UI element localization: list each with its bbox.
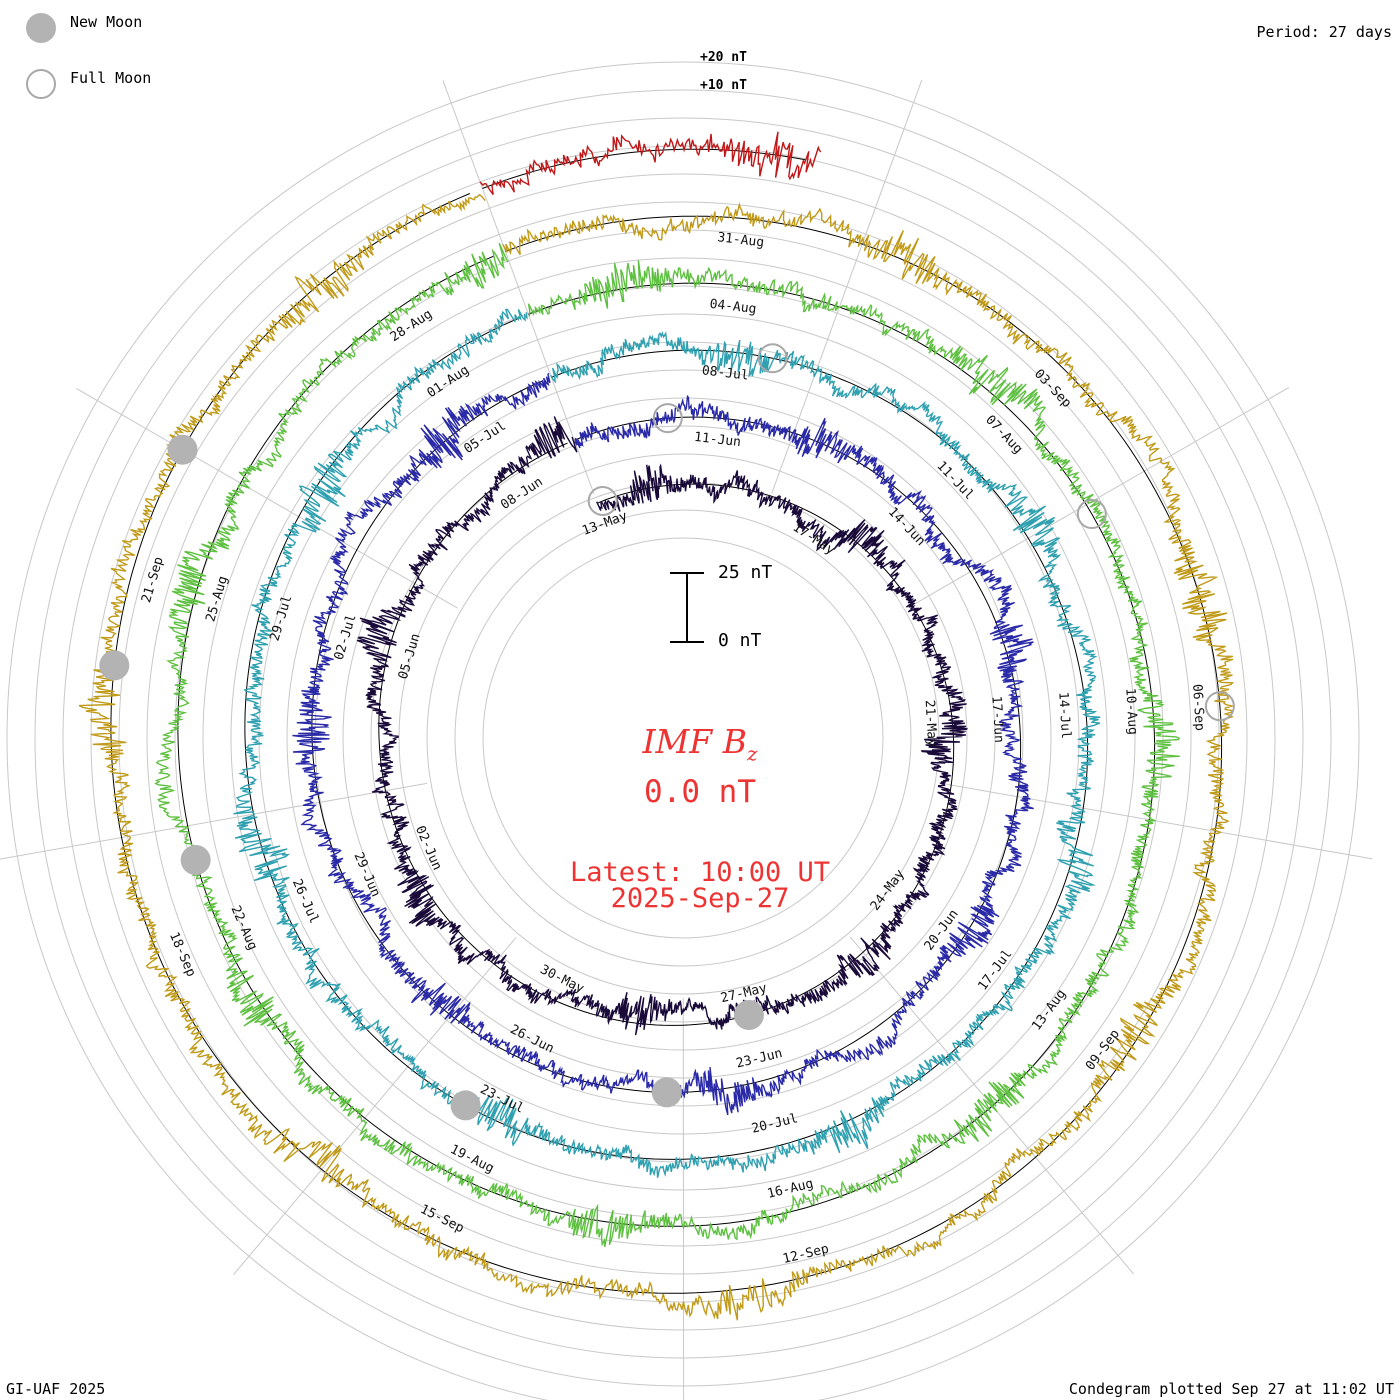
scale-bar [670, 572, 704, 643]
day-spokes [0, 79, 1373, 1400]
period-label: Period: 27 days [1256, 23, 1392, 41]
date-label: 23-Jun [735, 1046, 784, 1071]
latest-date: 2025-Sep-27 [610, 883, 790, 914]
date-label: 05-Jun [396, 632, 424, 681]
day-spoke [442, 80, 595, 494]
full-moon-marker [1076, 499, 1107, 530]
new-moon-marker [167, 434, 198, 465]
grid-ring [454, 509, 912, 967]
series-trace-2 [292, 372, 1034, 1116]
grid-ring [34, 89, 1332, 1387]
date-label: 30-May [538, 962, 587, 997]
series-trace-1 [356, 416, 968, 1036]
date-label: 28-Aug [388, 307, 435, 345]
new-moon-marker [180, 844, 211, 875]
full-moon-marker [587, 485, 618, 516]
day-spoke [771, 79, 923, 494]
date-label: 11-Jun [693, 430, 741, 450]
day-spoke [233, 937, 517, 1275]
series-trace-5 [78, 193, 1235, 1321]
date-label: 18-Sep [166, 930, 198, 979]
date-label: 14-Jul [1055, 691, 1073, 739]
plotted-timestamp: Condegram plotted Sep 27 at 11:02 UT [1068, 1380, 1394, 1398]
full-moon-marker [757, 343, 788, 374]
credit-label: GI-UAF 2025 [6, 1380, 106, 1398]
date-label: 08-Jul [701, 363, 749, 383]
date-label: 25-Aug [203, 574, 231, 623]
new-moon-marker [733, 1000, 764, 1031]
parameter-name: IMF B [642, 722, 747, 761]
legend-full-moon-label: Full Moon [70, 69, 152, 87]
day-spoke [0, 782, 428, 860]
new-moon-marker [450, 1090, 481, 1121]
date-label: 21-Sep [139, 555, 167, 604]
date-label: 29-Jul [267, 594, 295, 643]
parameter-subscript: z [746, 741, 758, 766]
legend-new-moon-label: New Moon [70, 13, 143, 31]
grid-ring [482, 537, 884, 939]
grid-ring [146, 201, 1220, 1275]
scale-top-label: 25 nT [718, 562, 773, 583]
new-moon-marker [651, 1077, 682, 1108]
baseline-3 [244, 317, 1089, 1160]
new-moon-icon [26, 13, 56, 43]
baseline-1 [378, 442, 955, 1026]
full-moon-marker [1204, 691, 1235, 722]
new-moon-marker [99, 650, 130, 681]
date-label: 05-Jul [461, 419, 508, 457]
grid-ring [6, 61, 1360, 1400]
day-spoke [76, 388, 458, 609]
date-label: 13-May [580, 509, 629, 539]
date-label: 10-Aug [1122, 688, 1140, 736]
date-label: 12-Sep [781, 1242, 830, 1268]
moon-markers [99, 343, 1235, 1121]
date-label: 20-Jul [750, 1111, 799, 1136]
full-moon-marker [652, 403, 683, 434]
date-label: 02-Jul [332, 613, 360, 662]
scale-bottom-label: 0 nT [718, 630, 762, 651]
full-moon-icon [26, 69, 56, 99]
date-label: 04-Aug [709, 297, 757, 317]
date-label: 21-May [922, 700, 940, 748]
grid-ring [62, 117, 1304, 1359]
parameter-title: IMF Bz [0, 722, 1400, 766]
date-label: 06-Sep [1189, 684, 1207, 732]
day-spoke [907, 387, 1290, 609]
ring-label: +20 nT [700, 50, 747, 65]
series-trace-3 [233, 308, 1101, 1178]
series-trace-6 [479, 131, 822, 196]
date-label: 19-Aug [448, 1142, 497, 1176]
data-series [78, 131, 1235, 1321]
day-spoke [939, 782, 1373, 860]
ring-label: +10 nT [700, 78, 747, 93]
baseline-6 [482, 148, 806, 189]
parameter-value: 0.0 nT [644, 774, 756, 810]
date-label: 17-Jun [988, 696, 1006, 744]
latest-time: Latest: 10:00 UT [569, 857, 831, 888]
date-label: 31-Aug [717, 230, 765, 250]
series-trace-4 [154, 242, 1181, 1248]
